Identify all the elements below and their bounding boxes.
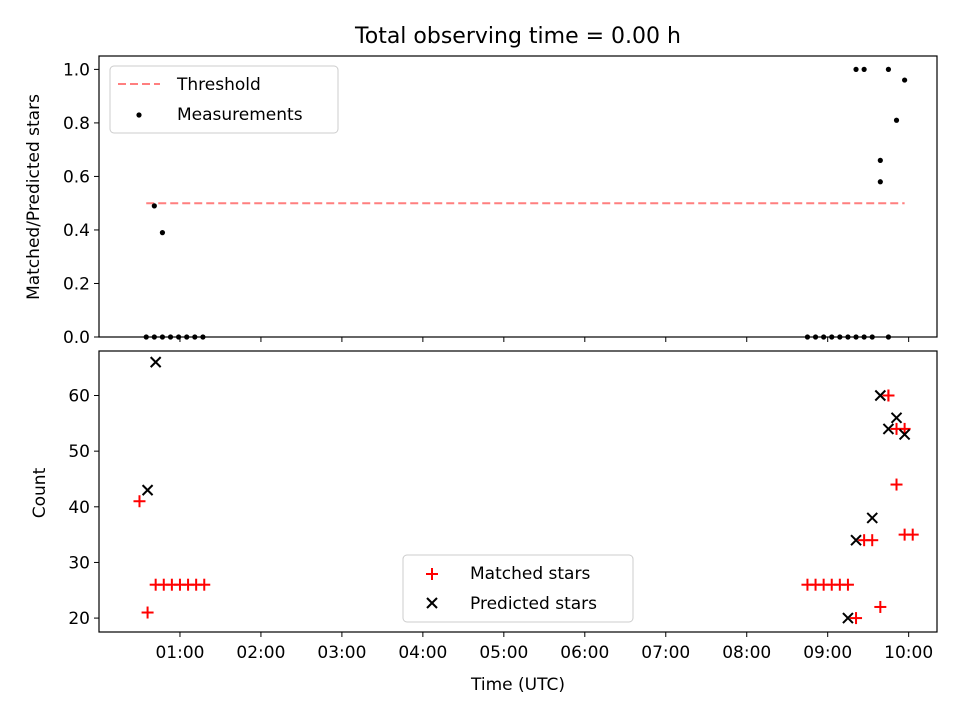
- x-tick-label: 09:00: [803, 643, 852, 663]
- x-tick-label: 05:00: [479, 643, 528, 663]
- predicted-star-marker: [882, 423, 895, 435]
- matched-legend-swatch: [426, 568, 438, 580]
- predicted-star-marker: [842, 612, 854, 624]
- measurement-point: [877, 157, 883, 163]
- top-legend-box: [109, 65, 339, 134]
- x-tick-label: 06:00: [560, 643, 609, 663]
- bottom-y-ticks: 20 30 40 50 60: [68, 387, 99, 629]
- bottom-legend: Matched stars Predicted stars: [402, 554, 634, 623]
- matched-star-marker: [141, 606, 154, 619]
- matched-star-marker: [133, 495, 146, 508]
- matched-star-marker: [850, 612, 863, 625]
- matched-star-marker: [866, 534, 879, 547]
- predicted-star-marker: [890, 412, 903, 424]
- bottom-legend-box: [402, 554, 634, 623]
- top-y-tick-label: 0.4: [63, 221, 90, 241]
- predicted-star-marker: [141, 484, 154, 496]
- predicted-legend-swatch: [426, 597, 438, 609]
- measurement-point: [159, 230, 166, 236]
- predicted-star-marker: [874, 389, 887, 402]
- matched-star-marker: [198, 578, 211, 591]
- threshold-legend-label: Threshold: [176, 75, 261, 95]
- top-y-tick-label: 1.0: [63, 60, 90, 80]
- bottom-y-tick-label: 40: [68, 498, 90, 518]
- measurement-point: [151, 203, 157, 209]
- top-panel: 0.0 0.2 0.4 0.6 0.8 1.0 Matched/Predicted sta…: [24, 55, 938, 348]
- bottom-y-tick-label: 20: [68, 609, 90, 629]
- bottom-y-tick-label: 60: [68, 387, 90, 407]
- measurement-point: [885, 66, 892, 72]
- matched-star-marker: [874, 600, 887, 613]
- bottom-plot-area: [133, 356, 919, 625]
- top-y-tick-label: 0.8: [63, 114, 90, 134]
- x-tick-label: 02:00: [236, 643, 285, 663]
- x-axis-label: Time (UTC): [470, 675, 565, 695]
- x-tick-label: 03:00: [317, 643, 366, 663]
- predicted-star-marker: [850, 534, 862, 546]
- bottom-axes-frame: [98, 350, 938, 633]
- predicted-star-marker: [149, 356, 162, 368]
- matched-star-marker: [906, 528, 919, 541]
- bottom-x-ticks: 01:00 02:00 03:00 04:00 05:00 06:00 07:00 08:00…: [155, 632, 933, 663]
- matched-star-marker: [882, 389, 895, 402]
- top-y-tick-label: 0.2: [63, 274, 90, 294]
- matched-star-marker: [890, 478, 903, 491]
- bottom-panel: 20 30 40 50 60 01:00 02:00 03:00 04:00 05:00 06:0…: [30, 350, 938, 695]
- matched-star-marker: [841, 578, 854, 591]
- x-tick-label: 08:00: [722, 643, 771, 663]
- x-tick-label: 04:00: [398, 643, 447, 663]
- measurement-point: [902, 77, 908, 83]
- top-y-ticks: 0.0 0.2 0.4 0.6 0.8 1.0: [63, 60, 99, 348]
- predicted-legend-label: Predicted stars: [470, 594, 597, 614]
- matched-legend-label: Matched stars: [470, 564, 590, 584]
- x-tick-label: 07:00: [641, 643, 690, 663]
- measurements-legend-label: Measurements: [177, 105, 303, 125]
- bottom-y-axis-label: Count: [30, 467, 50, 518]
- top-axes-frame: [98, 55, 938, 338]
- measurement-point: [877, 179, 883, 185]
- figure-title: Total observing time = 0.00 h: [354, 24, 681, 49]
- bottom-y-tick-label: 50: [68, 442, 90, 462]
- measurements-legend-swatch: [136, 112, 142, 118]
- predicted-star-marker: [898, 428, 911, 441]
- x-tick-label: 01:00: [155, 643, 204, 663]
- top-y-axis-label: Matched/Predicted stars: [24, 94, 44, 300]
- measurement-point: [853, 66, 859, 72]
- top-legend: Threshold Measurements: [109, 65, 339, 134]
- bottom-y-tick-label: 30: [68, 553, 90, 573]
- x-tick-label: 10:00: [884, 643, 933, 663]
- measurement-point: [861, 66, 867, 72]
- matched-star-marker: [890, 422, 903, 435]
- top-y-tick-label: 0.6: [63, 167, 90, 187]
- top-y-tick-label: 0.0: [63, 328, 90, 348]
- top-x-ticks: [179, 337, 910, 342]
- measurement-point: [893, 117, 900, 123]
- predicted-star-marker: [866, 512, 878, 524]
